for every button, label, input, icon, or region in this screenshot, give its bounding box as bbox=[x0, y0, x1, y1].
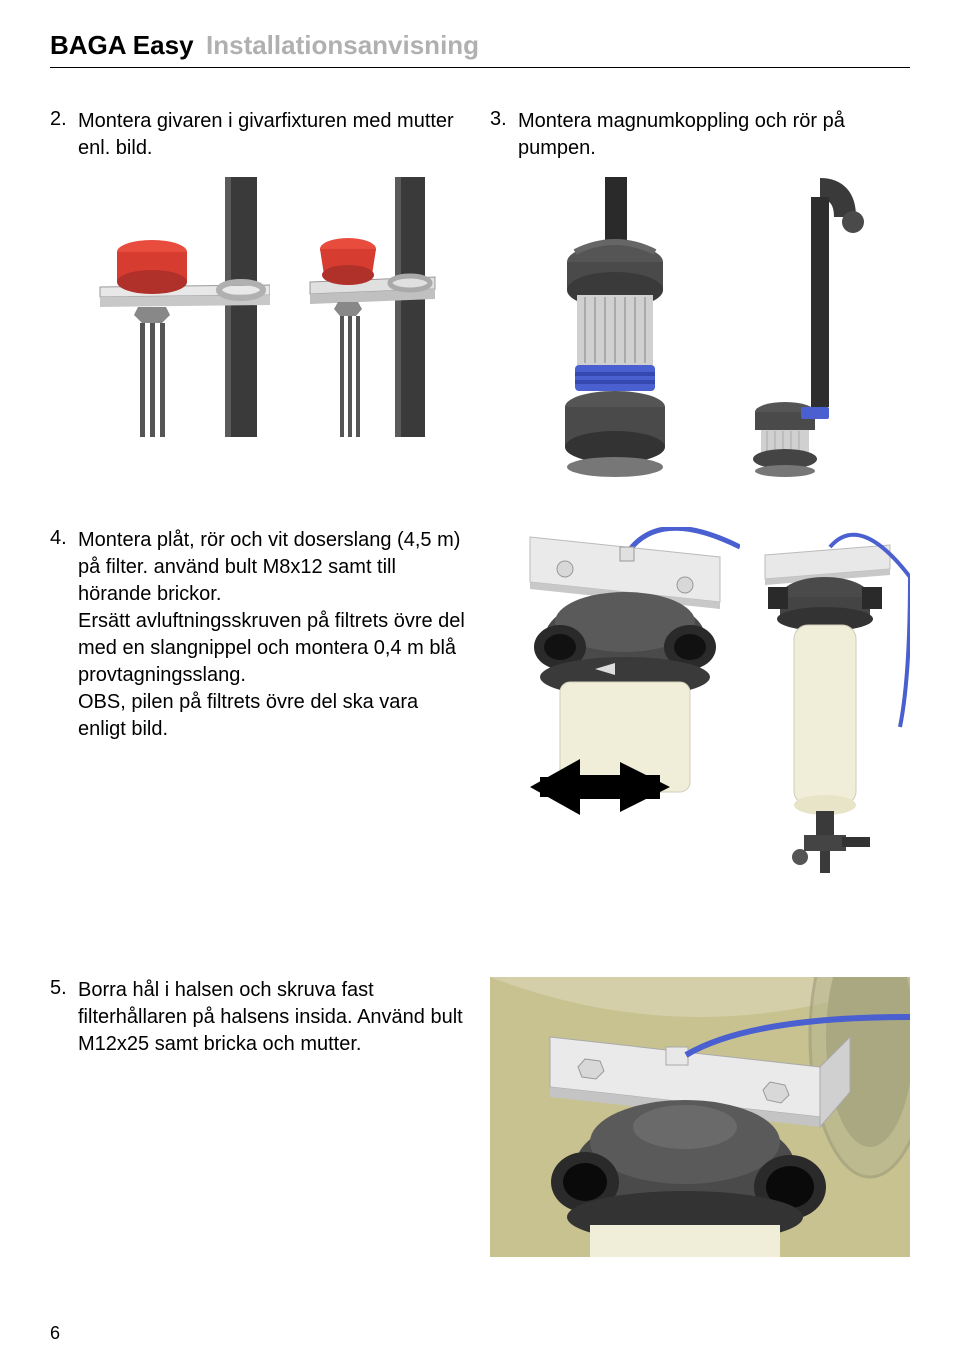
step-3: 3. Montera magnumkoppling och rör på pum… bbox=[490, 108, 910, 162]
page-number: 6 bbox=[50, 1323, 60, 1344]
fig-3a-pump bbox=[535, 177, 695, 477]
step-5: 5. Borra hål i halsen och skruva fast fi… bbox=[50, 977, 470, 1058]
fig-2a-sensor-bracket bbox=[70, 177, 270, 437]
col-step-2: 2. Montera givaren i givarfixturen med m… bbox=[50, 108, 470, 477]
step-3-num: 3. bbox=[490, 108, 518, 131]
fig-4a-filter-head bbox=[510, 527, 740, 847]
row-steps-2-3: 2. Montera givaren i givarfixturen med m… bbox=[50, 108, 910, 477]
header-title: BAGA Easy bbox=[50, 30, 194, 60]
fig-5-filter-in-neck bbox=[490, 977, 910, 1257]
step-2: 2. Montera givaren i givarfixturen med m… bbox=[50, 108, 470, 162]
fig-4b-filter-full bbox=[760, 527, 910, 907]
col-step-5-text: 5. Borra hål i halsen och skruva fast fi… bbox=[50, 977, 470, 1257]
step-3-text: Montera magnumkoppling och rör på pumpen… bbox=[518, 108, 910, 162]
col-step-3: 3. Montera magnumkoppling och rör på pum… bbox=[490, 108, 910, 477]
figure-step-3 bbox=[490, 177, 910, 477]
step-4-num: 4. bbox=[50, 527, 78, 550]
col-step-4-text: 4. Montera plåt, rör och vit doserslang … bbox=[50, 527, 470, 907]
row-step-4: 4. Montera plåt, rör och vit doserslang … bbox=[50, 527, 910, 907]
fig-3b-pump-with-pipe bbox=[725, 177, 865, 477]
fig-2b-sensor-bracket-side bbox=[300, 177, 450, 437]
step-4: 4. Montera plåt, rör och vit doserslang … bbox=[50, 527, 470, 743]
header-subtitle: Installationsanvisning bbox=[206, 30, 479, 60]
step-5-text: Borra hål i halsen och skruva fast filte… bbox=[78, 977, 470, 1058]
col-step-5-figure bbox=[490, 977, 910, 1257]
figure-step-2 bbox=[50, 177, 470, 437]
step-2-text: Montera givaren i givarfixturen med mutt… bbox=[78, 108, 470, 162]
step-5-num: 5. bbox=[50, 977, 78, 1000]
row-step-5: 5. Borra hål i halsen och skruva fast fi… bbox=[50, 977, 910, 1257]
col-step-4-figures bbox=[490, 527, 910, 907]
step-4-text: Montera plåt, rör och vit doserslang (4,… bbox=[78, 527, 470, 743]
step-2-num: 2. bbox=[50, 108, 78, 131]
page-header: BAGA Easy Installationsanvisning bbox=[50, 30, 910, 68]
